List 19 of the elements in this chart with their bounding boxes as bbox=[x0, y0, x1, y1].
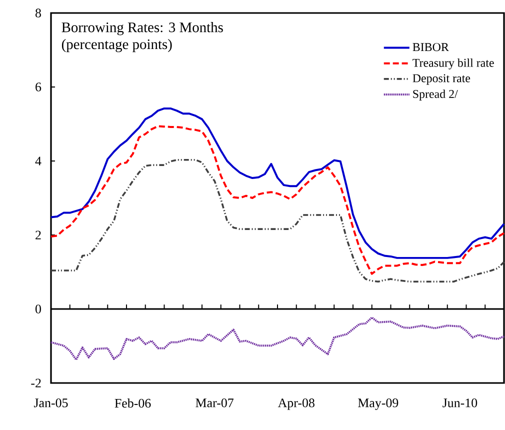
x-tick-label: Apr-08 bbox=[278, 398, 314, 410]
x-tick-label: Jan-05 bbox=[34, 398, 68, 408]
legend-label: Deposit rate bbox=[412, 74, 470, 85]
y-tick-label: 0 bbox=[36, 304, 41, 314]
legend-label: BIBOR bbox=[412, 43, 449, 52]
text: (percentage points) bbox=[62, 38, 172, 52]
line-series bbox=[50, 316, 505, 361]
legend-label: Treasury bill rate bbox=[412, 58, 494, 70]
y-tick-label: 2 bbox=[36, 230, 41, 240]
x-tick-label: Feb-06 bbox=[114, 398, 151, 408]
text: Borrowing Rates: 3 Months bbox=[62, 22, 223, 36]
y-tick-label: 4 bbox=[35, 156, 42, 166]
y-tick-label: -2 bbox=[31, 378, 41, 388]
y-tick-label: 6 bbox=[36, 82, 42, 92]
legend-label: Spread 2/ bbox=[413, 90, 458, 100]
x-tick-label: Jun-10 bbox=[442, 398, 478, 408]
x-tick-label: May-09 bbox=[358, 398, 398, 410]
y-tick-label: 8 bbox=[36, 8, 41, 18]
x-tick-label: Mar-07 bbox=[196, 398, 234, 408]
